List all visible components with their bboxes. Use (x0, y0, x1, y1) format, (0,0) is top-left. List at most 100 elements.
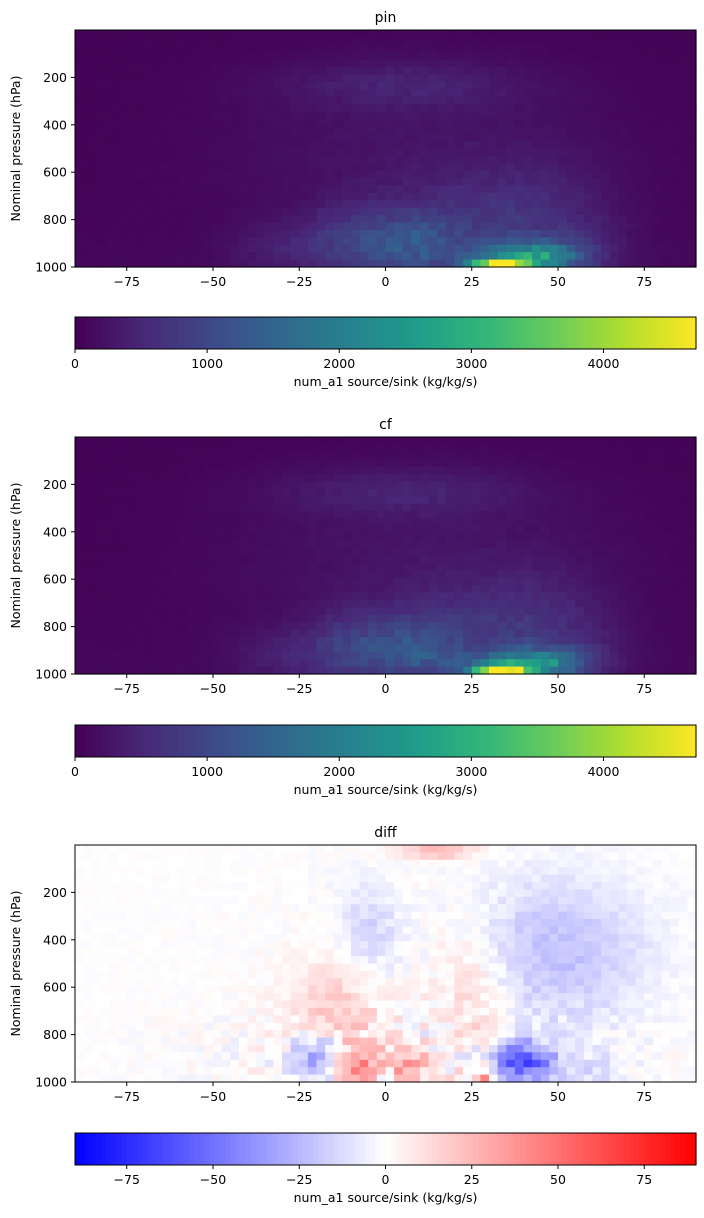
heatmap-cell (247, 155, 257, 164)
heatmap-cell (609, 141, 619, 150)
heatmap-cell (437, 222, 447, 231)
heatmap-cell (592, 511, 602, 520)
heatmap-cell (670, 525, 680, 534)
heatmap-cell (471, 629, 481, 638)
heatmap-cell (100, 614, 111, 623)
heatmap-cell (411, 525, 421, 534)
heatmap-cell (333, 133, 343, 142)
heatmap-cell (463, 659, 473, 668)
colorbar-segment (618, 317, 625, 349)
heatmap-cell (661, 666, 671, 675)
heatmap-cell (333, 178, 343, 187)
heatmap-cell (670, 192, 680, 201)
heatmap-cell (644, 525, 654, 534)
heatmap-cell (316, 503, 326, 512)
heatmap-cell (523, 74, 533, 83)
heatmap-cell (523, 37, 533, 46)
heatmap-cell (445, 585, 456, 594)
colorbar-segment (520, 725, 526, 757)
heatmap-cell (238, 459, 249, 468)
heatmap-cell (264, 540, 274, 549)
heatmap-cell (126, 37, 136, 46)
heatmap-cell (187, 629, 197, 638)
heatmap-cell (609, 548, 619, 557)
heatmap-cell (463, 503, 473, 512)
heatmap-cell (480, 636, 490, 645)
heatmap-cell (144, 37, 154, 46)
heatmap-cell (583, 37, 594, 46)
heatmap-cell (687, 599, 697, 608)
heatmap-cell (333, 622, 343, 631)
heatmap-cell (489, 44, 499, 53)
heatmap-cell (575, 607, 585, 616)
heatmap-cell (290, 207, 300, 216)
heatmap-cell (213, 651, 223, 660)
heatmap-cell (342, 244, 352, 253)
heatmap-cell (282, 585, 292, 594)
heatmap-cell (92, 148, 102, 157)
heatmap-cell (609, 651, 619, 660)
heatmap-cell (144, 562, 154, 571)
heatmap-cell (411, 126, 421, 135)
heatmap-cell (75, 659, 85, 668)
heatmap-cell (213, 636, 223, 645)
heatmap-cell (368, 451, 378, 460)
heatmap-cell (583, 533, 594, 542)
heatmap-cell (273, 666, 283, 675)
heatmap-cell (411, 111, 421, 120)
heatmap-cell (609, 200, 619, 209)
heatmap-cell (351, 533, 361, 542)
heatmap-cell (359, 444, 369, 453)
heatmap-cell (575, 562, 585, 571)
heatmap-cell (256, 222, 266, 231)
chart-title: cf (379, 417, 393, 433)
heatmap-cell (273, 126, 283, 135)
heatmap-cell (376, 644, 387, 653)
colorbar-segment (457, 725, 464, 757)
heatmap-cell (445, 192, 456, 201)
colorbar-segment (509, 725, 516, 757)
heatmap-cell (532, 451, 542, 460)
heatmap-cell (109, 466, 119, 475)
heatmap-cell (618, 503, 628, 512)
heatmap-cell (592, 59, 602, 68)
x-tick-label: 25 (464, 681, 480, 696)
heatmap-cell (420, 666, 430, 675)
heatmap-cell (238, 222, 249, 231)
heatmap-cell (601, 237, 611, 246)
heatmap-cell (247, 651, 257, 660)
colorbar-segment (535, 725, 542, 757)
heatmap-cell (549, 192, 559, 201)
heatmap-cell (618, 577, 628, 586)
heatmap-cell (618, 666, 628, 675)
heatmap-cell (652, 592, 663, 601)
heatmap-cell (463, 259, 473, 268)
colorbar-segment (375, 725, 381, 757)
colorbar-tick-label: 1000 (191, 764, 223, 779)
heatmap-cell (307, 111, 318, 120)
heatmap-cell (523, 207, 533, 216)
heatmap-cell (273, 644, 283, 653)
heatmap-cell (126, 629, 136, 638)
heatmap-cell (109, 215, 119, 224)
heatmap-cell (307, 155, 318, 164)
heatmap-cell (402, 540, 412, 549)
heatmap-cell (359, 192, 369, 201)
heatmap-cell (325, 614, 335, 623)
heatmap-cell (411, 466, 421, 475)
heatmap-cell (592, 496, 602, 505)
heatmap-cell (118, 81, 128, 90)
heatmap-cell (540, 518, 550, 527)
heatmap-cell (118, 148, 128, 157)
heatmap-cell (299, 44, 309, 53)
heatmap-cell (213, 170, 223, 179)
heatmap-cell (402, 437, 412, 446)
heatmap-cell (506, 666, 516, 675)
heatmap-cell (592, 185, 602, 194)
heatmap-cell (213, 67, 223, 76)
heatmap-cell (687, 540, 697, 549)
heatmap-cell (437, 629, 447, 638)
heatmap-cell (420, 244, 430, 253)
heatmap-cell (264, 466, 274, 475)
